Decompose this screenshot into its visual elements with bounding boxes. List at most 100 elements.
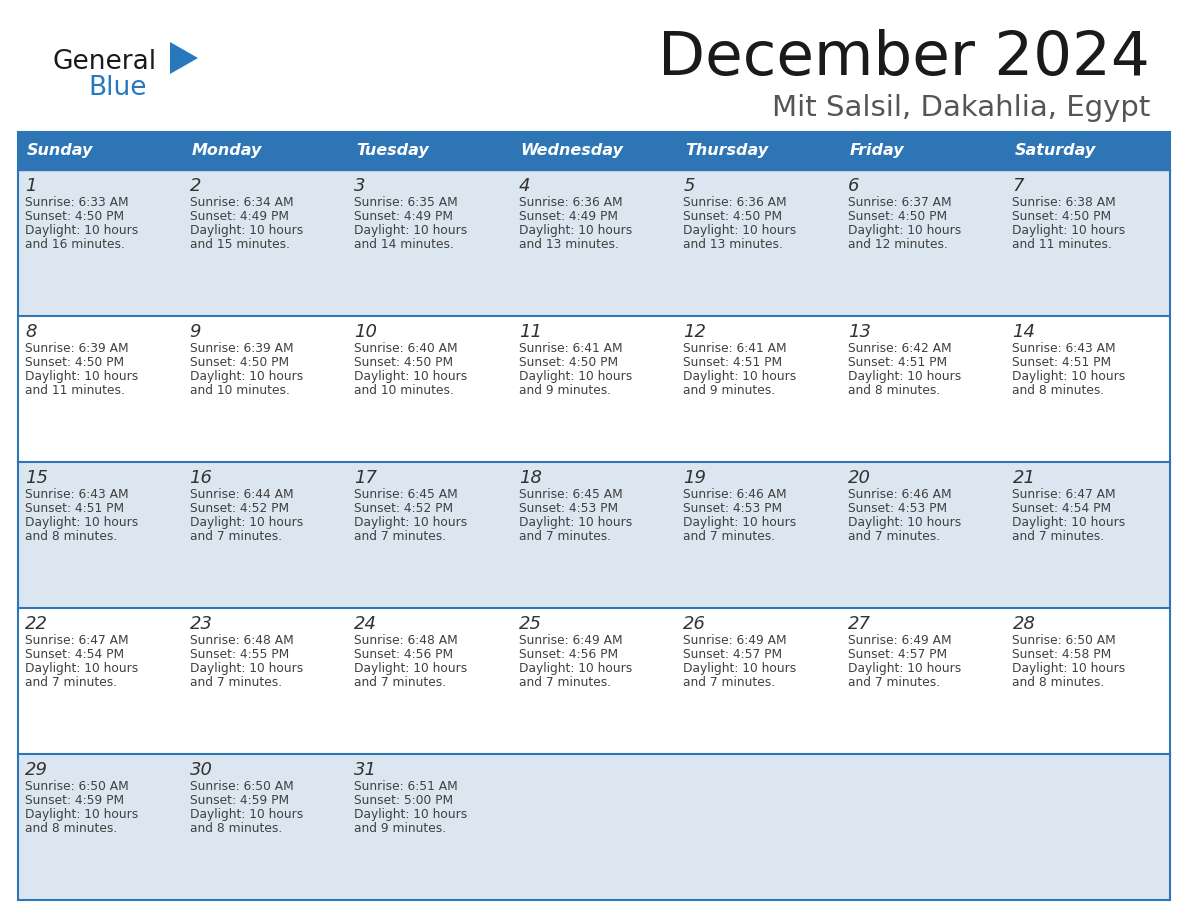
Text: and 7 minutes.: and 7 minutes. <box>683 676 776 689</box>
Text: Sunrise: 6:50 AM: Sunrise: 6:50 AM <box>25 780 128 793</box>
Bar <box>18 754 1170 900</box>
Text: 6: 6 <box>848 177 859 195</box>
Text: Daylight: 10 hours: Daylight: 10 hours <box>354 516 467 529</box>
Text: and 7 minutes.: and 7 minutes. <box>683 530 776 543</box>
Text: and 11 minutes.: and 11 minutes. <box>25 384 125 397</box>
Bar <box>18 316 1170 462</box>
Text: and 7 minutes.: and 7 minutes. <box>848 676 940 689</box>
Text: Sunrise: 6:50 AM: Sunrise: 6:50 AM <box>1012 634 1117 647</box>
Text: Sunrise: 6:49 AM: Sunrise: 6:49 AM <box>848 634 952 647</box>
Text: Sunrise: 6:47 AM: Sunrise: 6:47 AM <box>25 634 128 647</box>
Text: 26: 26 <box>683 615 707 633</box>
Text: Sunset: 4:51 PM: Sunset: 4:51 PM <box>25 502 124 515</box>
Text: and 16 minutes.: and 16 minutes. <box>25 238 125 251</box>
Text: Sunrise: 6:51 AM: Sunrise: 6:51 AM <box>354 780 457 793</box>
Text: Daylight: 10 hours: Daylight: 10 hours <box>1012 224 1126 237</box>
Text: Daylight: 10 hours: Daylight: 10 hours <box>354 662 467 675</box>
Text: 29: 29 <box>25 761 48 779</box>
Text: December 2024: December 2024 <box>658 28 1150 87</box>
Text: 1: 1 <box>25 177 37 195</box>
Text: 15: 15 <box>25 469 48 487</box>
Text: 25: 25 <box>519 615 542 633</box>
Text: Sunday: Sunday <box>27 143 94 159</box>
Text: Sunrise: 6:45 AM: Sunrise: 6:45 AM <box>519 488 623 501</box>
Text: 11: 11 <box>519 323 542 341</box>
Text: Daylight: 10 hours: Daylight: 10 hours <box>25 224 138 237</box>
Text: and 12 minutes.: and 12 minutes. <box>848 238 948 251</box>
Text: Daylight: 10 hours: Daylight: 10 hours <box>848 370 961 383</box>
Text: 24: 24 <box>354 615 377 633</box>
Text: Daylight: 10 hours: Daylight: 10 hours <box>1012 370 1126 383</box>
Text: Sunrise: 6:34 AM: Sunrise: 6:34 AM <box>190 196 293 209</box>
Text: Sunrise: 6:38 AM: Sunrise: 6:38 AM <box>1012 196 1117 209</box>
Text: Sunset: 4:51 PM: Sunset: 4:51 PM <box>683 356 783 369</box>
Text: Sunrise: 6:49 AM: Sunrise: 6:49 AM <box>683 634 786 647</box>
Text: 31: 31 <box>354 761 377 779</box>
Text: Sunrise: 6:47 AM: Sunrise: 6:47 AM <box>1012 488 1116 501</box>
Text: and 8 minutes.: and 8 minutes. <box>1012 676 1105 689</box>
Text: Daylight: 10 hours: Daylight: 10 hours <box>848 662 961 675</box>
Text: 9: 9 <box>190 323 201 341</box>
Text: Daylight: 10 hours: Daylight: 10 hours <box>683 224 796 237</box>
Text: and 7 minutes.: and 7 minutes. <box>190 676 282 689</box>
Text: Sunset: 4:50 PM: Sunset: 4:50 PM <box>1012 210 1112 223</box>
Text: Daylight: 10 hours: Daylight: 10 hours <box>683 662 796 675</box>
Text: Daylight: 10 hours: Daylight: 10 hours <box>848 516 961 529</box>
Text: Tuesday: Tuesday <box>356 143 429 159</box>
Text: and 13 minutes.: and 13 minutes. <box>519 238 619 251</box>
Text: Sunset: 4:57 PM: Sunset: 4:57 PM <box>848 648 947 661</box>
Text: and 7 minutes.: and 7 minutes. <box>1012 530 1105 543</box>
Text: Blue: Blue <box>88 75 146 101</box>
Text: Daylight: 10 hours: Daylight: 10 hours <box>25 808 138 821</box>
Text: 30: 30 <box>190 761 213 779</box>
Text: Daylight: 10 hours: Daylight: 10 hours <box>190 370 303 383</box>
Text: and 10 minutes.: and 10 minutes. <box>190 384 290 397</box>
Text: Sunset: 4:50 PM: Sunset: 4:50 PM <box>354 356 454 369</box>
Text: Sunrise: 6:46 AM: Sunrise: 6:46 AM <box>848 488 952 501</box>
Text: Monday: Monday <box>191 143 261 159</box>
Text: Mit Salsil, Dakahlia, Egypt: Mit Salsil, Dakahlia, Egypt <box>772 94 1150 122</box>
Text: Sunset: 4:59 PM: Sunset: 4:59 PM <box>25 794 124 807</box>
Text: Saturday: Saturday <box>1015 143 1095 159</box>
Text: and 8 minutes.: and 8 minutes. <box>25 530 118 543</box>
Text: 10: 10 <box>354 323 377 341</box>
Text: Thursday: Thursday <box>685 143 769 159</box>
Text: Sunrise: 6:39 AM: Sunrise: 6:39 AM <box>25 342 128 355</box>
Text: Daylight: 10 hours: Daylight: 10 hours <box>190 516 303 529</box>
Text: Sunset: 4:51 PM: Sunset: 4:51 PM <box>848 356 947 369</box>
Text: Sunrise: 6:41 AM: Sunrise: 6:41 AM <box>683 342 786 355</box>
Text: and 7 minutes.: and 7 minutes. <box>354 676 447 689</box>
Text: Sunrise: 6:44 AM: Sunrise: 6:44 AM <box>190 488 293 501</box>
Text: and 7 minutes.: and 7 minutes. <box>519 530 611 543</box>
Text: Daylight: 10 hours: Daylight: 10 hours <box>25 516 138 529</box>
Text: 27: 27 <box>848 615 871 633</box>
Text: Sunrise: 6:49 AM: Sunrise: 6:49 AM <box>519 634 623 647</box>
Text: Sunrise: 6:33 AM: Sunrise: 6:33 AM <box>25 196 128 209</box>
Text: Daylight: 10 hours: Daylight: 10 hours <box>519 662 632 675</box>
Text: 21: 21 <box>1012 469 1036 487</box>
Text: Daylight: 10 hours: Daylight: 10 hours <box>190 662 303 675</box>
Text: Sunset: 4:53 PM: Sunset: 4:53 PM <box>683 502 783 515</box>
Text: Sunset: 4:49 PM: Sunset: 4:49 PM <box>519 210 618 223</box>
Text: Sunrise: 6:36 AM: Sunrise: 6:36 AM <box>519 196 623 209</box>
Text: 7: 7 <box>1012 177 1024 195</box>
Text: Sunrise: 6:42 AM: Sunrise: 6:42 AM <box>848 342 952 355</box>
Text: Sunset: 4:54 PM: Sunset: 4:54 PM <box>25 648 124 661</box>
Text: Sunset: 4:50 PM: Sunset: 4:50 PM <box>519 356 618 369</box>
Text: and 13 minutes.: and 13 minutes. <box>683 238 783 251</box>
Text: Daylight: 10 hours: Daylight: 10 hours <box>354 808 467 821</box>
Text: and 7 minutes.: and 7 minutes. <box>25 676 118 689</box>
Text: Daylight: 10 hours: Daylight: 10 hours <box>25 662 138 675</box>
Text: Sunrise: 6:50 AM: Sunrise: 6:50 AM <box>190 780 293 793</box>
Text: and 8 minutes.: and 8 minutes. <box>25 822 118 835</box>
Bar <box>18 132 1170 900</box>
Text: and 15 minutes.: and 15 minutes. <box>190 238 290 251</box>
Text: Sunrise: 6:43 AM: Sunrise: 6:43 AM <box>1012 342 1116 355</box>
Text: and 14 minutes.: and 14 minutes. <box>354 238 454 251</box>
Text: Daylight: 10 hours: Daylight: 10 hours <box>519 224 632 237</box>
Text: Sunset: 4:55 PM: Sunset: 4:55 PM <box>190 648 289 661</box>
Text: Sunrise: 6:40 AM: Sunrise: 6:40 AM <box>354 342 457 355</box>
Text: Sunrise: 6:37 AM: Sunrise: 6:37 AM <box>848 196 952 209</box>
Text: Wednesday: Wednesday <box>520 143 624 159</box>
Text: Sunrise: 6:39 AM: Sunrise: 6:39 AM <box>190 342 293 355</box>
